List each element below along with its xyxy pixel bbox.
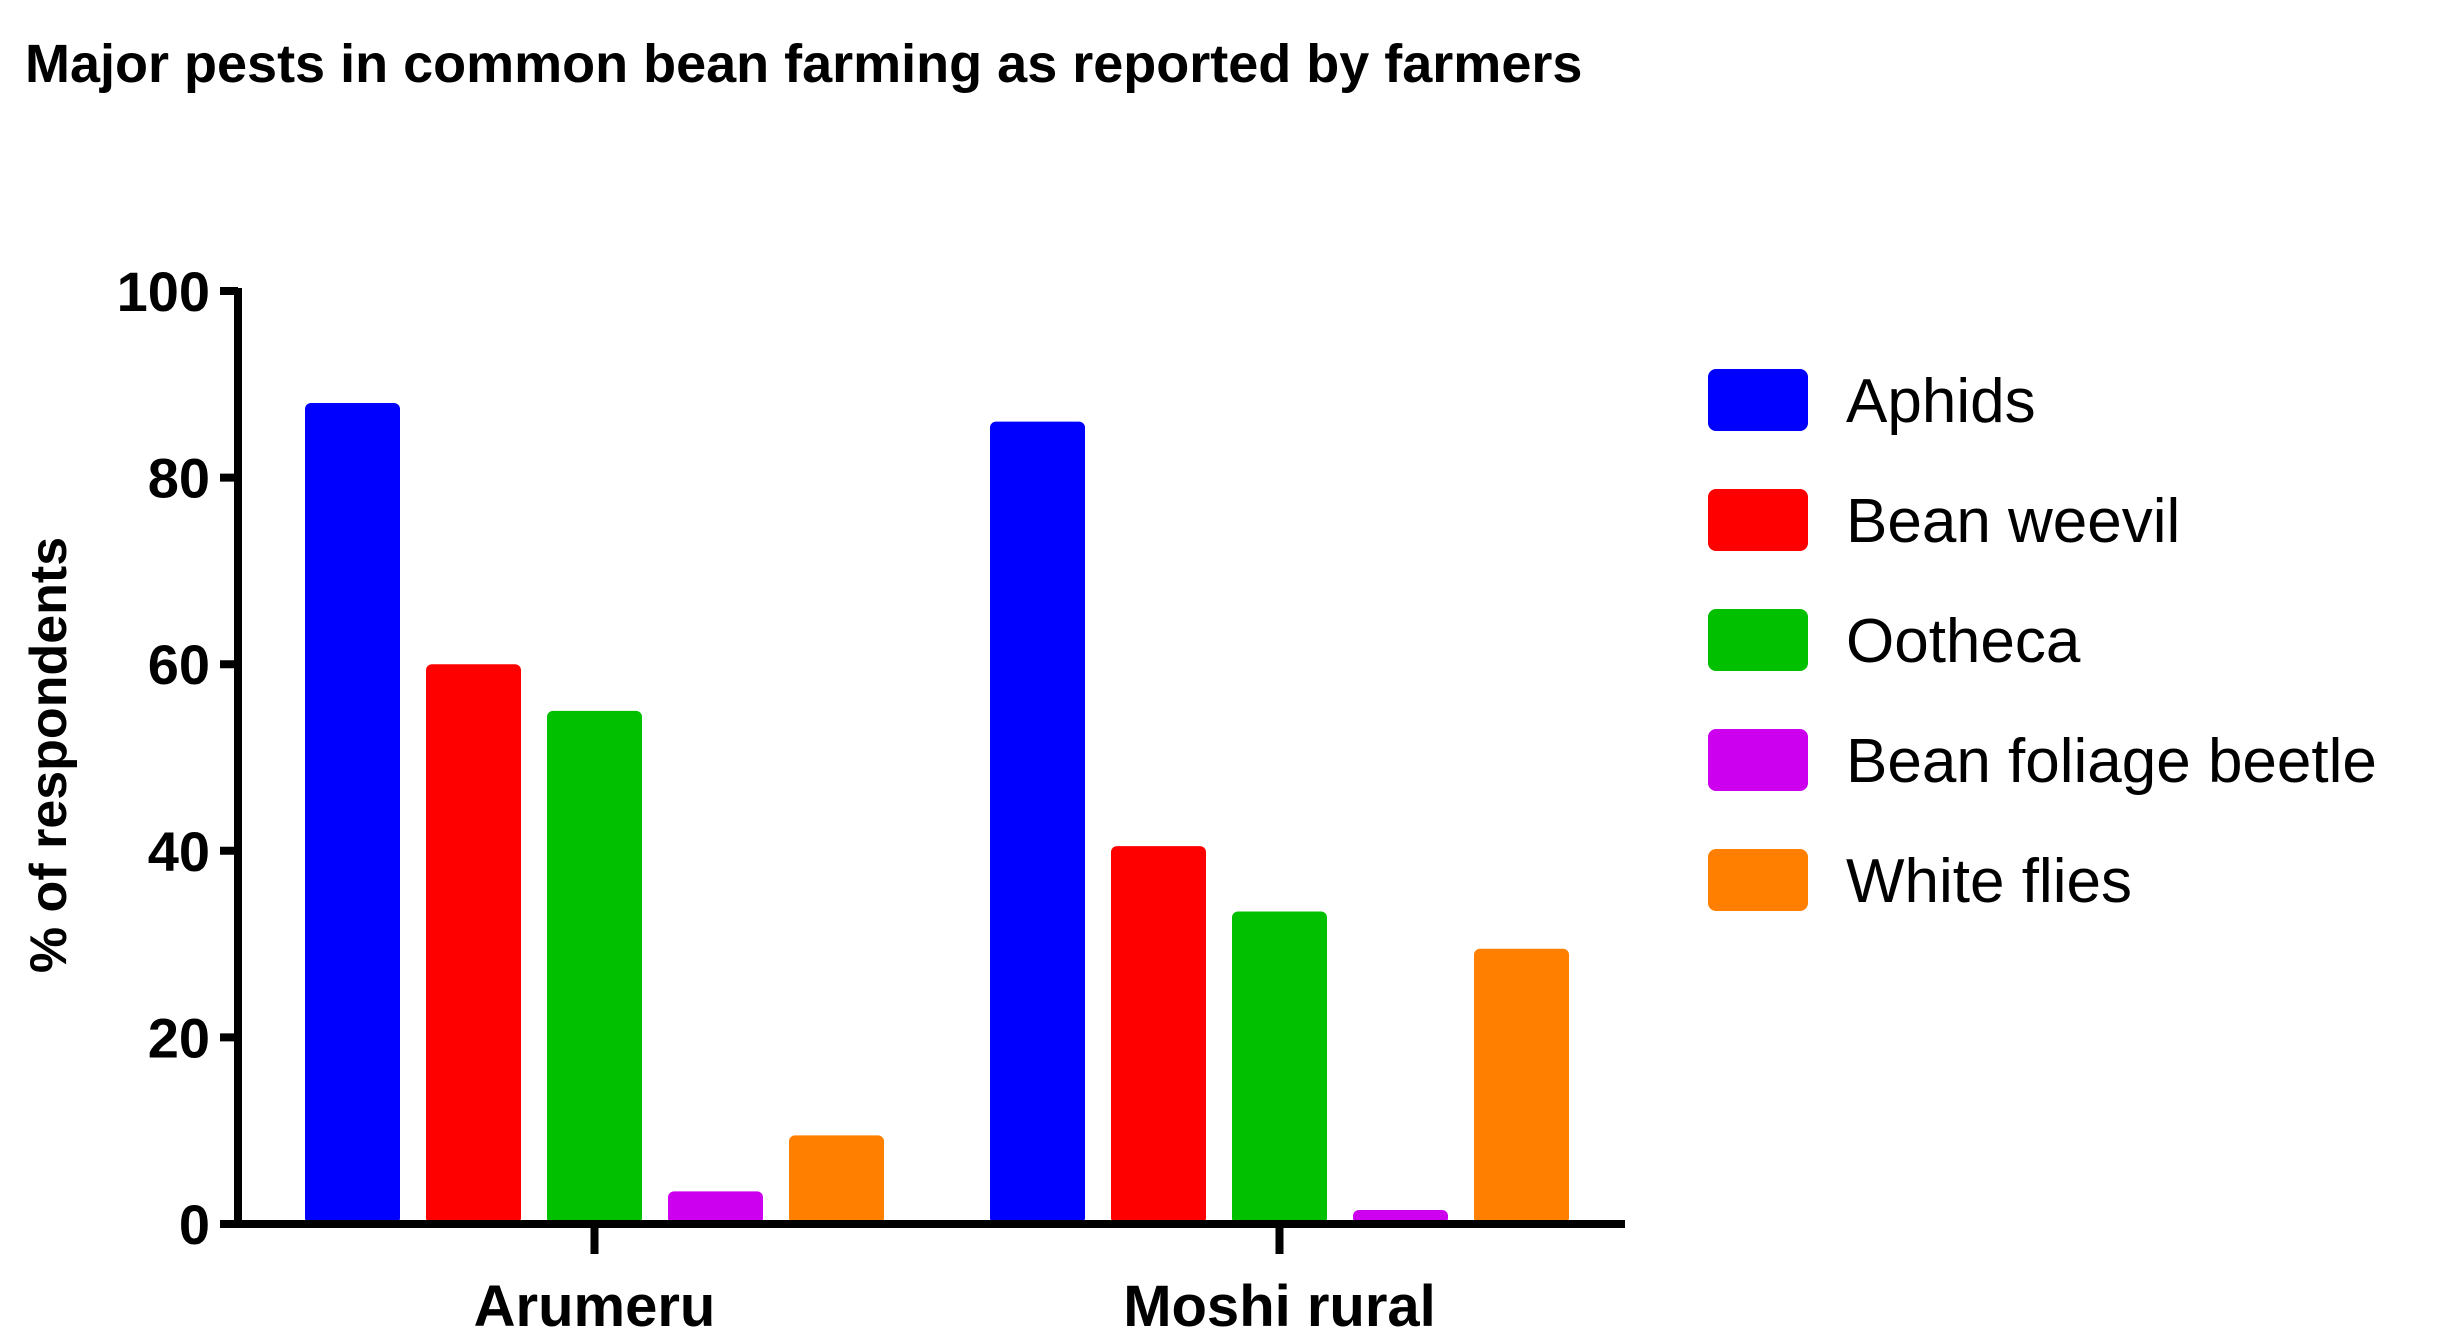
y-tick-label: 0 [179,1193,210,1256]
bar-aphids-arumeru [305,402,400,1225]
legend-swatch [1708,369,1808,431]
legend-label: White flies [1846,847,2132,916]
y-tick-label: 60 [148,633,210,696]
plot-area: 0 20 40 60 80 100 Arumeru Moshi rural [117,260,1625,1339]
bar-bean-weevil-arumeru [426,664,521,1224]
y-tick-label: 100 [117,260,210,323]
legend-swatch [1708,609,1808,671]
bar-aphids-moshi-rural [990,421,1085,1224]
legend-label: Aphids [1846,367,2036,436]
bar-white-flies-arumeru [789,1135,884,1224]
bar-ootheca-arumeru [547,710,642,1224]
y-tick-label: 40 [148,820,210,883]
legend-item: White flies [1708,847,2132,916]
legend-label: Bean foliage beetle [1846,727,2377,796]
legend-item: Bean weevil [1708,487,2180,556]
x-category-label: Arumeru [474,1274,716,1339]
legend-label: Ootheca [1846,607,2081,676]
legend-swatch [1708,729,1808,791]
legend-item: Bean foliage beetle [1708,727,2377,796]
chart-title: Major pests in common bean farming as re… [25,34,1582,94]
legend-swatch [1708,489,1808,551]
legend: Aphids Bean weevil Ootheca Bean foliage bee… [1708,367,2377,916]
legend-item: Aphids [1708,367,2036,436]
y-tick-label: 20 [148,1006,210,1069]
bar-white-flies-moshi-rural [1474,948,1569,1224]
legend-item: Ootheca [1708,607,2081,676]
legend-swatch [1708,849,1808,911]
x-category-label: Moshi rural [1123,1274,1436,1339]
bar-bean-weevil-moshi-rural [1111,846,1206,1224]
y-axis-label: % of respondents [20,537,78,973]
y-tick-label: 80 [148,447,210,510]
bar-ootheca-moshi-rural [1232,911,1327,1224]
legend-label: Bean weevil [1846,487,2180,556]
bar-bean-foliage-beetle-arumeru [668,1191,763,1224]
